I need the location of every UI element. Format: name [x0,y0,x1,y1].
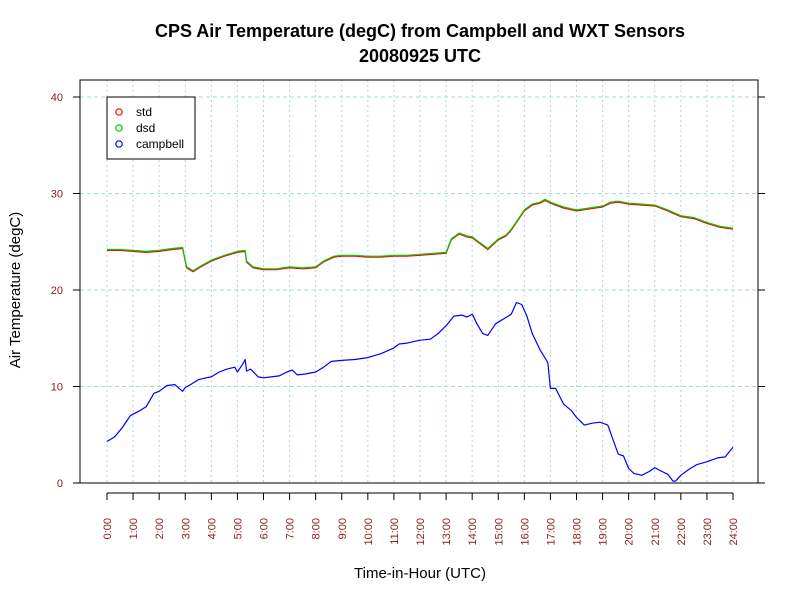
x-tick-label: 17:00 [545,518,557,546]
y-axis-label: Air Temperature (degC) [7,212,24,368]
legend: std dsd campbell [106,96,196,160]
legend-label-dsd: dsd [136,121,155,135]
series-line-campbell [106,301,734,482]
grid-lines [80,80,758,483]
legend-label-std: std [136,105,152,119]
x-tick-label: 3:00 [180,518,192,539]
legend-label-campbell: campbell [136,137,184,151]
legend-marker-dsd [115,124,123,132]
x-tick-label: 14:00 [467,518,479,546]
x-tick-label: 16:00 [519,518,531,546]
x-tick-label: 0:00 [102,518,114,539]
x-tick-label: 8:00 [311,518,323,539]
x-tick-label: 5:00 [232,518,244,539]
x-tick-label: 23:00 [702,518,714,546]
x-tick-label: 6:00 [259,518,271,539]
y-tick-label: 20 [51,285,63,297]
x-axis: 0:00 1:00 2:00 3:00 4:00 5:00 6:00 7:00 8:00 9:00… [102,492,740,546]
x-tick-label: 1:00 [128,518,140,539]
chart-title: CPS Air Temperature (degC) from Campbell… [155,21,685,41]
x-tick-label: 13:00 [441,518,453,546]
x-tick-label: 4:00 [206,518,218,539]
chart-subtitle: 20080925 UTC [359,46,481,66]
series-line-dsd [107,198,734,272]
y-tick-label: 0 [57,478,63,490]
legend-marker-campbell [115,140,123,148]
x-tick-label: 12:00 [415,518,427,546]
series-layer [106,198,734,482]
y-tick-label: 40 [51,92,63,104]
x-axis-label: Time-in-Hour (UTC) [354,565,486,582]
plot-frame [79,79,759,484]
series-line-std [107,199,734,273]
y-tick-label: 10 [51,382,63,394]
y-tick-label: 30 [51,189,63,201]
x-tick-label: 2:00 [154,518,166,539]
x-tick-label: 11:00 [389,518,401,545]
x-tick-label: 19:00 [598,518,610,546]
x-tick-label: 22:00 [676,518,688,546]
legend-marker-std [115,108,123,116]
x-tick-label: 7:00 [285,518,297,539]
x-tick-label: 15:00 [493,518,505,546]
x-tick-label: 21:00 [650,518,662,546]
y-axis: 0 10 20 30 40 [51,92,765,490]
x-tick-label: 10:00 [363,518,375,546]
x-tick-label: 18:00 [572,518,584,546]
x-tick-label: 20:00 [624,518,636,546]
x-tick-label: 24:00 [728,518,740,546]
x-tick-label: 9:00 [337,518,349,539]
